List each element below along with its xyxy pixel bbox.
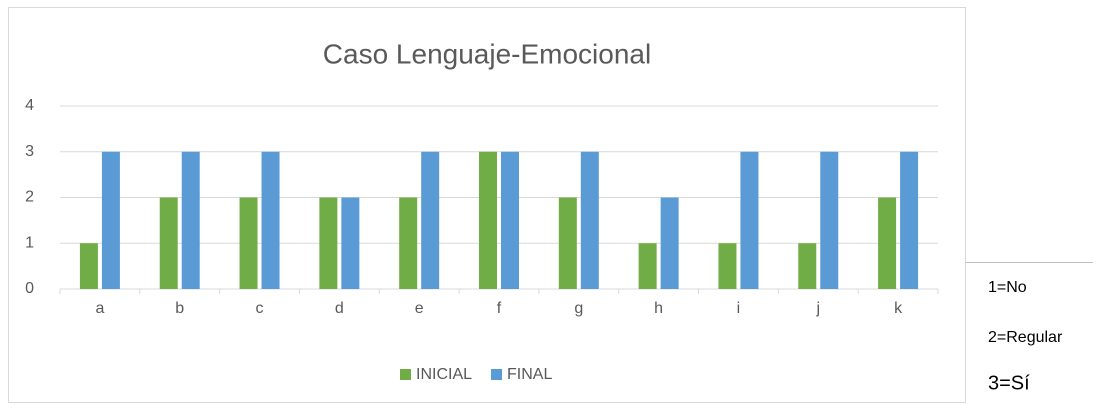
x-tick-label: h [654, 300, 663, 317]
y-tick-label: 4 [25, 97, 34, 114]
x-tick-label: c [256, 300, 264, 317]
x-tick-label: k [894, 300, 903, 317]
bar [878, 197, 897, 289]
bar [181, 151, 200, 289]
bar [159, 197, 178, 289]
x-tick-label: i [737, 300, 741, 317]
bar [660, 197, 679, 289]
bar [79, 243, 98, 289]
x-tick-label: f [497, 300, 502, 317]
x-tick-label: d [335, 300, 344, 317]
bar [421, 151, 440, 289]
bar [558, 197, 577, 289]
x-tick-label: b [175, 300, 184, 317]
y-tick-label: 2 [25, 189, 34, 206]
bar [261, 151, 280, 289]
bar [319, 197, 338, 289]
bar [820, 151, 839, 289]
x-tick-label: j [815, 300, 820, 317]
note: 1=No [988, 279, 1027, 296]
x-tick-label: e [415, 300, 424, 317]
bar [900, 151, 919, 289]
chart-title: Caso Lenguaje-Emocional [323, 38, 651, 69]
bar [740, 151, 759, 289]
y-tick-label: 1 [25, 234, 34, 251]
y-tick-label: 3 [25, 143, 34, 160]
bar [718, 243, 737, 289]
legend-swatch [491, 369, 503, 380]
bar [501, 151, 519, 289]
bar [580, 151, 599, 289]
bar [399, 197, 418, 289]
bar [239, 197, 258, 289]
y-tick-label: 0 [25, 280, 34, 297]
legend-label: FINAL [507, 366, 552, 383]
bar [638, 243, 657, 289]
bar [341, 197, 360, 289]
legend-label: INICIAL [416, 366, 472, 383]
bar [798, 243, 817, 289]
note: 2=Regular [988, 329, 1063, 346]
x-tick-label: a [95, 300, 104, 317]
bar [479, 151, 497, 289]
x-tick-label: g [574, 300, 583, 317]
bar [101, 151, 120, 289]
note: 3=Sí [988, 372, 1030, 394]
legend-swatch [400, 369, 411, 380]
